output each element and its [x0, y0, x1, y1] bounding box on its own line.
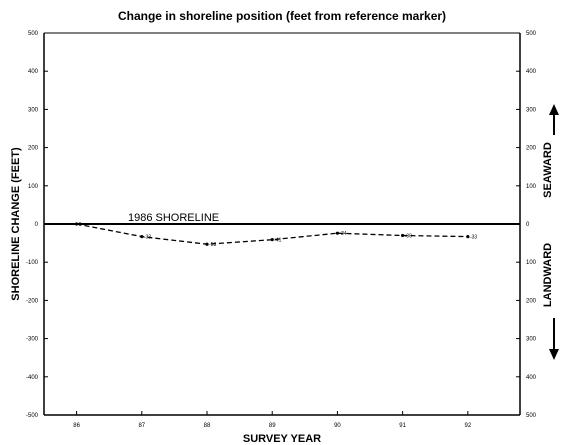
data-point	[205, 242, 209, 246]
right-y-tick-label: 100	[526, 260, 537, 266]
data-point	[466, 235, 470, 239]
data-point	[401, 233, 405, 238]
plot-frame	[43, 32, 521, 416]
data-point-label: -30	[405, 233, 412, 239]
left-y-tick-label: -500	[26, 413, 39, 419]
left-axis-ticks: 500 400 300 200 100 0 -100 -200 -300 -400 -500	[26, 31, 48, 419]
right-y-tick-label: 400	[526, 69, 537, 75]
baseline-annotation: 1986 SHORELINE	[128, 212, 219, 224]
x-tick-label: 87	[138, 423, 145, 429]
left-y-tick-label: 0	[35, 222, 39, 228]
right-y-tick-label: 500	[526, 413, 537, 419]
landward-label: LANDWARD	[542, 243, 554, 307]
x-tick-label: 91	[399, 423, 406, 429]
data-point-label: -53	[209, 242, 216, 248]
left-y-tick-label: 100	[28, 184, 39, 190]
x-axis-ticks: 86 87 88 89 90 91 92	[73, 411, 472, 429]
x-tick-label: 86	[73, 423, 80, 429]
data-point-label: -33	[470, 235, 477, 241]
x-axis-title: SURVEY YEAR	[243, 433, 321, 445]
data-point-label: -33	[144, 235, 151, 241]
left-y-tick-label: -300	[26, 337, 39, 343]
x-tick-label: 92	[464, 423, 471, 429]
x-tick-label: 88	[204, 423, 211, 429]
y-axis-title: SHORELINE CHANGE (FEET)	[10, 147, 22, 301]
seaward-arrow	[549, 104, 559, 135]
data-point	[335, 231, 340, 235]
data-point-label: -24	[339, 231, 346, 237]
right-y-tick-label: 300	[526, 107, 537, 113]
right-y-tick-label: 300	[526, 337, 537, 343]
right-y-tick-label: 0	[526, 222, 530, 228]
left-y-tick-label: -200	[26, 298, 39, 304]
left-y-tick-label: -400	[26, 375, 39, 381]
x-tick-label: 89	[269, 423, 276, 429]
seaward-label: SEAWARD	[542, 142, 554, 198]
right-y-tick-label: 400	[526, 375, 537, 381]
data-point-label: -41	[274, 238, 281, 244]
right-y-tick-label: 100	[526, 184, 537, 190]
right-y-tick-label: 200	[526, 146, 537, 152]
left-y-tick-label: 300	[28, 107, 39, 113]
right-y-tick-label: 500	[526, 31, 537, 37]
series-group: 0 -33 -53 -41 -24 -30 -33	[75, 222, 477, 248]
left-y-tick-label: 200	[28, 146, 39, 152]
data-point	[140, 235, 144, 239]
data-point-label: 0	[79, 222, 82, 228]
chart-title: Change in shoreline position (feet from …	[118, 9, 446, 23]
data-point	[75, 222, 79, 226]
x-tick-label: 90	[334, 423, 341, 429]
data-point	[270, 238, 274, 242]
right-axis-ticks: 500 400 300 200 100 0 100 200 300 400 500	[516, 31, 537, 419]
left-y-tick-label: -100	[26, 260, 39, 266]
landward-arrow	[549, 318, 559, 360]
right-y-tick-label: 200	[526, 298, 537, 304]
left-y-tick-label: 400	[28, 69, 39, 75]
left-y-tick-label: 500	[28, 31, 39, 37]
